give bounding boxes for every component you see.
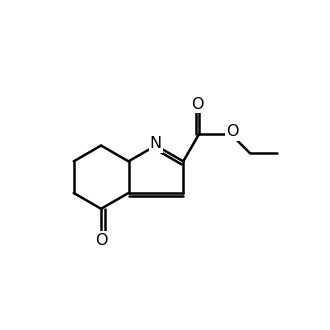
Text: O: O: [191, 97, 203, 112]
Text: O: O: [95, 233, 107, 248]
Text: N: N: [150, 136, 162, 151]
Text: O: O: [226, 124, 239, 140]
